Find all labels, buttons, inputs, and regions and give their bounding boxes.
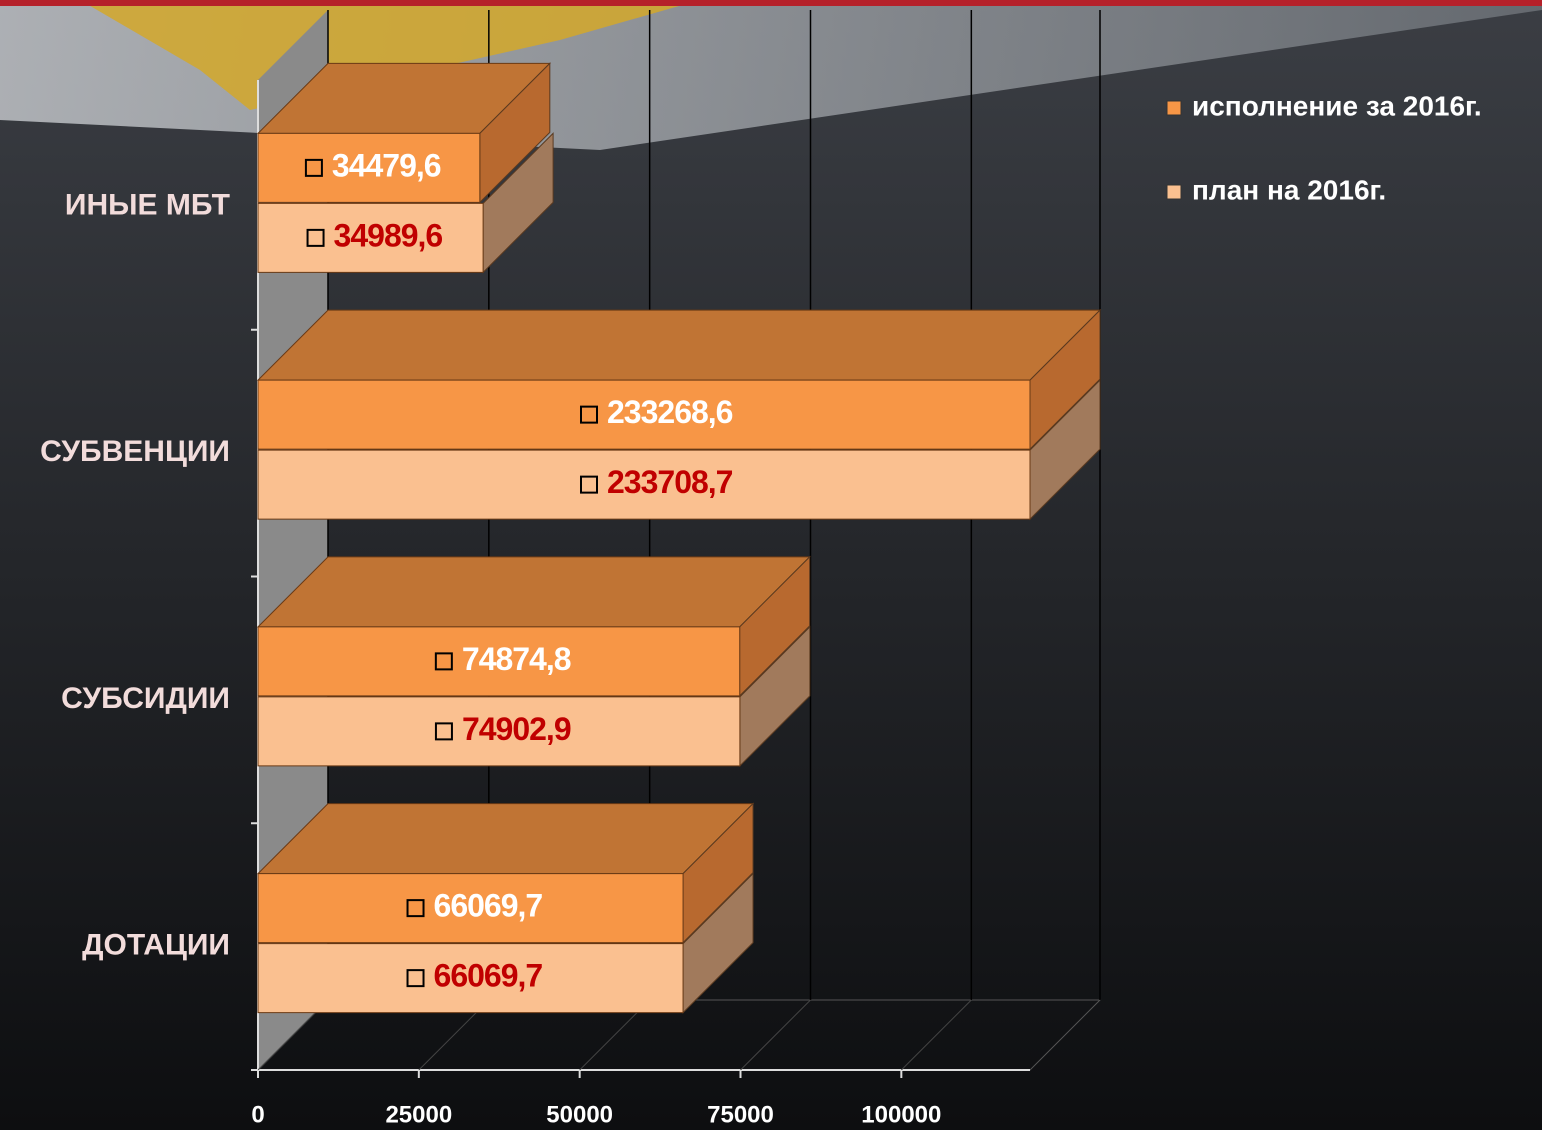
x-tick-label: 100000 — [861, 1101, 941, 1128]
bar — [257, 202, 484, 273]
label-key — [580, 405, 598, 424]
label-key — [434, 652, 453, 671]
label-key — [434, 722, 453, 741]
label-key — [406, 899, 425, 918]
value-label: 66069,7 — [434, 888, 543, 924]
legend-key — [1166, 184, 1182, 200]
label-key — [306, 228, 325, 247]
x-tick-label: 0 — [251, 1101, 264, 1128]
floor-grid — [900, 999, 972, 1071]
bar — [257, 943, 684, 1014]
category-label: ИНЫЕ МБТ — [65, 188, 230, 221]
bar — [257, 626, 741, 697]
bar — [257, 379, 1031, 450]
legend-key — [1166, 100, 1182, 116]
value-label: 233268,6 — [607, 394, 733, 430]
bar-top — [256, 556, 811, 628]
value-label: 66069,7 — [434, 958, 543, 994]
side-wall — [258, 10, 328, 1070]
decor-gold — [80, 0, 700, 110]
value-label: 34989,6 — [334, 217, 443, 253]
floor-grid — [740, 999, 811, 1071]
bar-top — [256, 309, 1102, 381]
x-tick-label: 75000 — [707, 1101, 774, 1128]
legend-label: исполнение за 2016г. — [1192, 90, 1482, 121]
legend-label: план на 2016г. — [1192, 174, 1386, 205]
bar-top — [256, 803, 755, 875]
category-label: ДОТАЦИИ — [82, 929, 230, 962]
label-key — [304, 158, 323, 177]
top-line — [0, 0, 1542, 6]
value-label: 233708,7 — [607, 464, 733, 500]
x-tick-label: 50000 — [546, 1101, 613, 1128]
label-key — [580, 475, 598, 494]
value-label: 34479,6 — [332, 147, 441, 183]
bar — [257, 873, 684, 944]
bar — [257, 132, 481, 203]
bar — [257, 696, 741, 767]
category-label: СУБСИДИИ — [61, 682, 230, 715]
bar — [257, 449, 1031, 520]
label-key — [406, 969, 425, 988]
value-label: 74874,8 — [462, 641, 571, 677]
x-tick-label: 25000 — [385, 1101, 452, 1128]
category-label: СУБВЕНЦИИ — [40, 435, 230, 468]
value-label: 74902,9 — [462, 711, 571, 747]
